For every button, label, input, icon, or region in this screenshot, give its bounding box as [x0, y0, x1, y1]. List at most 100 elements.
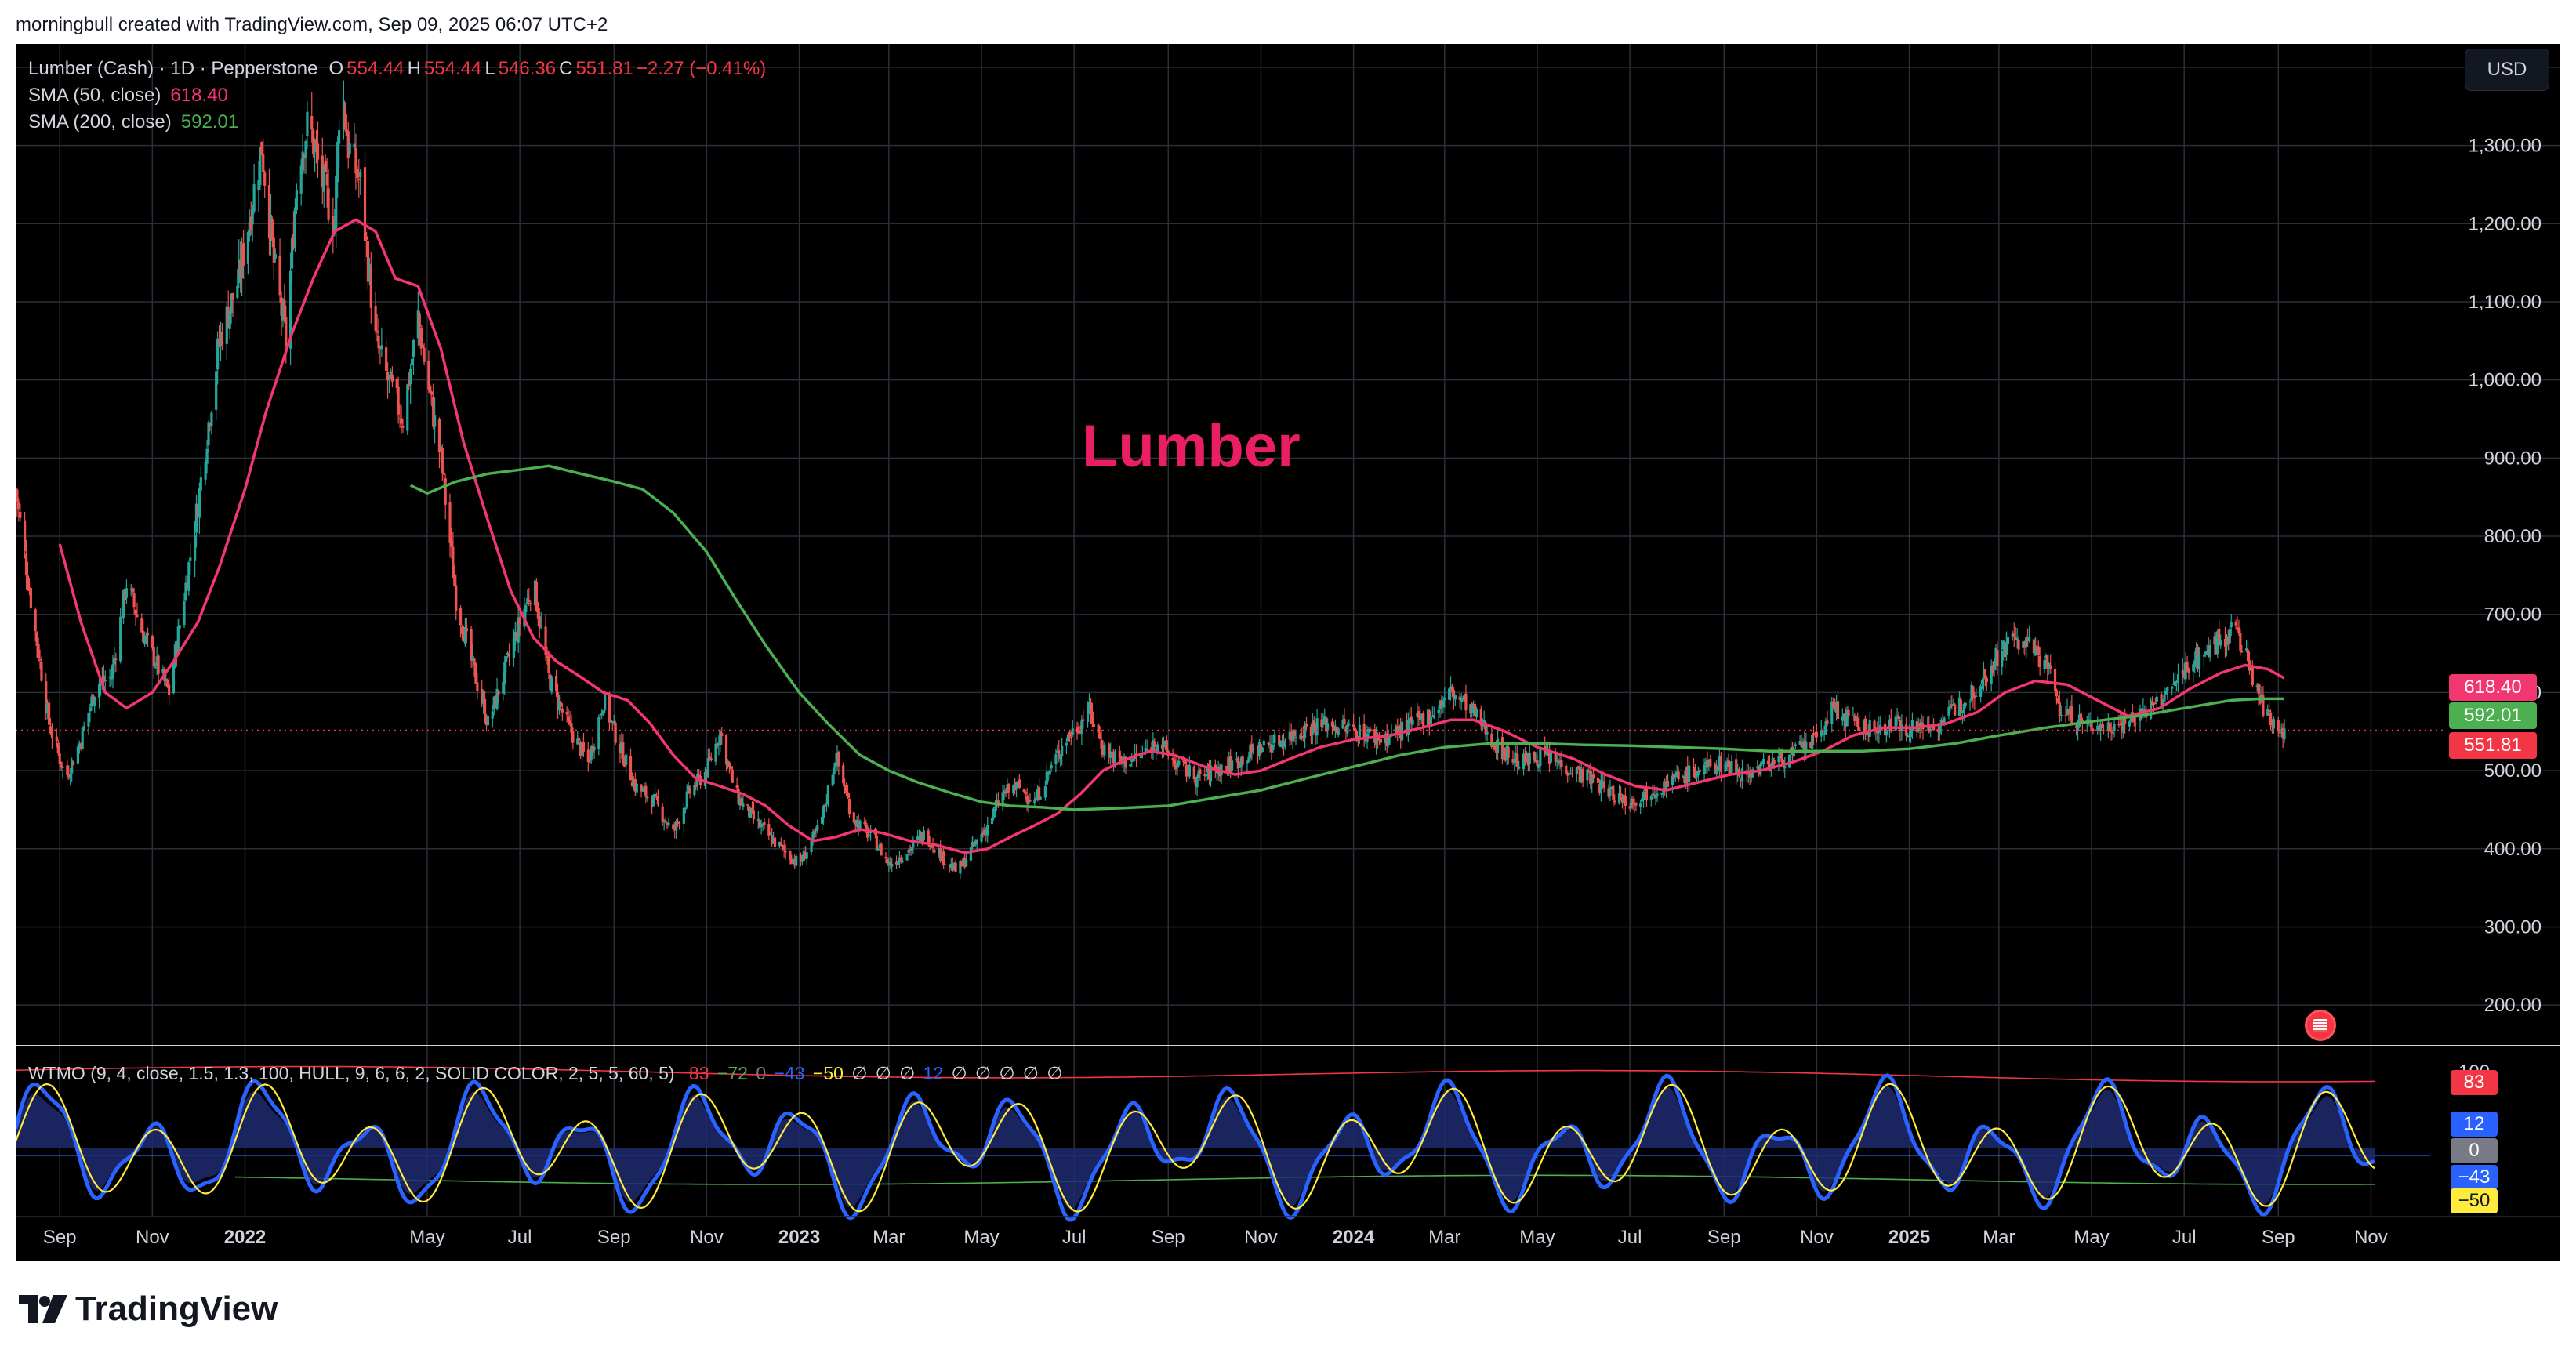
candle-body: [1056, 750, 1059, 753]
candle-body: [837, 752, 840, 767]
candle-body: [898, 857, 901, 863]
candle-body: [717, 742, 720, 745]
chart-area[interactable]: 200.00300.00400.00500.00600.00700.00800.…: [16, 44, 2560, 1261]
candle-body: [2038, 655, 2041, 668]
candle-body: [19, 512, 22, 518]
candle-body: [1027, 801, 1030, 805]
candle-body: [948, 864, 951, 867]
oscillator-legend[interactable]: WTMO (9, 4, close, 1.5, 1.3, 100, HULL, …: [28, 1063, 1065, 1084]
candle-body: [2053, 669, 2057, 692]
candle-body: [363, 167, 367, 241]
candle-body: [896, 861, 900, 865]
candle-body: [793, 860, 796, 865]
y-tick-label: 900.00: [2484, 448, 2542, 469]
candle-body: [1082, 719, 1085, 721]
x-tick-label: Jul: [508, 1227, 532, 1248]
candle-body: [1309, 726, 1312, 736]
candle-body: [1865, 732, 1868, 735]
candle-body: [2175, 680, 2179, 684]
candle-body: [1505, 745, 1508, 760]
candle-body: [1868, 720, 1871, 738]
candle-body: [2155, 696, 2158, 702]
candle-body: [927, 830, 930, 845]
candle-body: [963, 857, 967, 868]
currency-button[interactable]: USD: [2465, 49, 2549, 91]
candle-body: [146, 633, 150, 636]
candle-body: [1853, 715, 1856, 721]
y-tick-label: 300.00: [2484, 916, 2542, 938]
candle-body: [1282, 740, 1286, 747]
candle-body: [1092, 724, 1095, 727]
candle-body: [2257, 684, 2260, 694]
tradingview-brand[interactable]: TradingView: [19, 1290, 278, 1329]
candle-body: [338, 130, 341, 144]
candle-body: [2173, 681, 2177, 687]
candle-body: [76, 746, 80, 764]
candle-body: [1385, 733, 1388, 746]
candle-body: [981, 832, 985, 835]
candle-body: [1957, 697, 1961, 716]
candle-body: [1735, 759, 1738, 775]
candle-body: [1947, 707, 1950, 716]
candle-body: [684, 807, 687, 810]
candle-body: [1649, 796, 1653, 800]
candle-body: [354, 148, 357, 174]
candle-body: [216, 338, 220, 370]
close-label: C: [559, 58, 573, 79]
candle-body: [1569, 773, 1573, 775]
candle-body: [481, 689, 484, 705]
sma50-legend[interactable]: SMA (50, close) 618.40: [28, 85, 231, 107]
candle-body: [1653, 794, 1656, 796]
candle-body: [2066, 709, 2069, 715]
candle-body: [1312, 720, 1315, 727]
candle-body: [952, 863, 956, 870]
symbol-legend[interactable]: Lumber (Cash) · 1D · Pepperstone O 554.44 H…: [28, 58, 769, 80]
candle-body: [1810, 735, 1814, 749]
candle-body: [204, 462, 207, 480]
candle-body: [400, 418, 403, 424]
candle-body: [1706, 760, 1709, 768]
candle-body: [1205, 774, 1208, 777]
candle-body: [844, 790, 848, 793]
candle-body: [1766, 760, 1770, 764]
candle-body: [2236, 628, 2239, 630]
candle-body: [1045, 771, 1048, 785]
candle-body: [1315, 718, 1319, 736]
candle-body: [249, 216, 252, 230]
candle-body: [2077, 714, 2081, 727]
candle-body: [93, 696, 96, 706]
candle-body: [597, 716, 600, 749]
candle-body: [90, 696, 93, 707]
candle-body: [2205, 651, 2208, 653]
candle-body: [846, 792, 850, 799]
candle-body: [1484, 722, 1487, 735]
candle-body: [1586, 769, 1589, 781]
candle-body: [971, 842, 974, 847]
candle-body: [2055, 690, 2059, 697]
candle-body: [463, 627, 466, 644]
candle-body: [161, 669, 165, 674]
x-tick-label: May: [2073, 1227, 2109, 1248]
candle-body: [2226, 636, 2230, 644]
candle-body: [865, 822, 868, 829]
candle-body: [1375, 735, 1378, 745]
sma200-legend[interactable]: SMA (200, close) 592.01: [28, 111, 241, 133]
candle-body: [1964, 702, 1967, 706]
candle-body: [1177, 760, 1181, 766]
candle-body: [980, 834, 983, 842]
candle-body: [2014, 637, 2017, 640]
us-flag-icon[interactable]: [2305, 1010, 2336, 1041]
y-tick-label: 800.00: [2484, 526, 2542, 547]
candle-body: [292, 234, 296, 248]
candle-body: [1442, 700, 1445, 708]
candle-body: [889, 861, 892, 866]
candle-body: [517, 617, 520, 643]
candle-body: [333, 224, 336, 234]
price-chart-svg[interactable]: 200.00300.00400.00500.00600.00700.00800.…: [16, 44, 2560, 1261]
candle-body: [448, 502, 452, 543]
candle-body: [1016, 781, 1020, 783]
candle-body: [703, 771, 707, 786]
osc-value-5: ∅: [851, 1063, 868, 1083]
candle-body: [1780, 749, 1783, 762]
candle-body: [1905, 724, 1908, 736]
